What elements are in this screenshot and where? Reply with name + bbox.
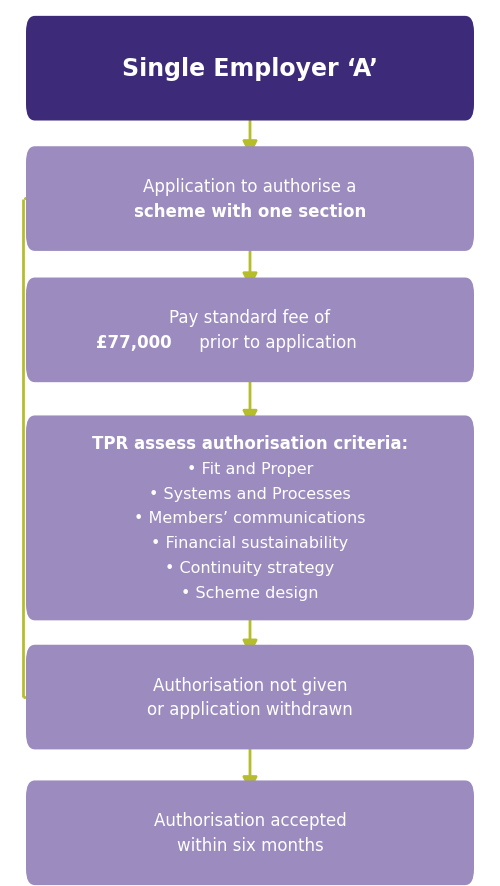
Text: • Scheme design: • Scheme design: [181, 586, 319, 600]
Text: or application withdrawn: or application withdrawn: [147, 701, 353, 719]
FancyBboxPatch shape: [26, 416, 474, 620]
Text: Authorisation accepted: Authorisation accepted: [154, 812, 346, 829]
Text: prior to application: prior to application: [194, 334, 356, 352]
Text: within six months: within six months: [176, 836, 324, 854]
Text: Single Employer ‘A’: Single Employer ‘A’: [122, 57, 378, 82]
Text: Pay standard fee of: Pay standard fee of: [170, 309, 330, 327]
Text: scheme with one section: scheme with one section: [134, 203, 366, 221]
FancyBboxPatch shape: [26, 278, 474, 383]
Text: • Members’ communications: • Members’ communications: [134, 511, 366, 525]
Text: TPR assess authorisation criteria:: TPR assess authorisation criteria:: [92, 435, 408, 453]
FancyBboxPatch shape: [26, 781, 474, 885]
Text: • Fit and Proper: • Fit and Proper: [187, 462, 313, 476]
Text: £77,000: £77,000: [96, 334, 172, 352]
FancyBboxPatch shape: [26, 645, 474, 750]
Text: Application to authorise a: Application to authorise a: [144, 178, 356, 196]
Text: • Continuity strategy: • Continuity strategy: [166, 561, 334, 575]
Text: • Financial sustainability: • Financial sustainability: [152, 536, 348, 550]
Text: Authorisation not given: Authorisation not given: [153, 676, 347, 694]
FancyBboxPatch shape: [26, 17, 474, 121]
FancyBboxPatch shape: [26, 147, 474, 252]
Text: • Systems and Processes: • Systems and Processes: [149, 486, 351, 501]
